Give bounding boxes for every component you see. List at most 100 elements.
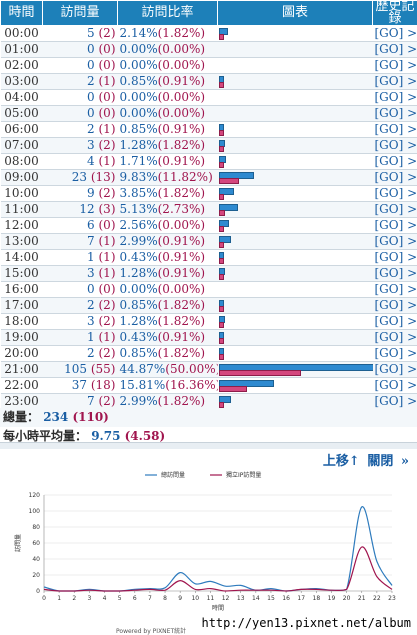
total-label: 總量： <box>3 410 40 424</box>
ratio-cell: 0.85%(1.82%) <box>117 345 218 362</box>
table-row: 16:000 (0)0.00%(0.00%)[GO] >> <box>0 281 417 298</box>
x-tick-label: 20 <box>343 595 351 602</box>
y-tick-label: 0 <box>36 588 40 595</box>
unique-visits-bar <box>218 178 240 184</box>
average-summary: 每小時平均量： 9.75 (4.58) <box>0 427 417 446</box>
hour-cell: 13:00 <box>0 233 43 250</box>
go-link[interactable]: [GO] >> <box>372 217 417 234</box>
table-row: 18:003 (2)1.28%(1.82%)[GO] >> <box>0 313 417 330</box>
total-ratio: 44.87% <box>119 362 166 376</box>
go-link[interactable]: [GO] >> <box>372 233 417 250</box>
unique-ratio: (0.00%) <box>157 218 206 232</box>
unique-visits: (2) <box>98 298 116 312</box>
unique-visits-bar <box>218 194 224 200</box>
unique-visits: (2) <box>98 186 116 200</box>
go-link[interactable]: [GO] >> <box>372 361 417 378</box>
hour-cell: 18:00 <box>0 313 43 330</box>
table-row: 05:000 (0)0.00%(0.00%)[GO] >> <box>0 105 417 122</box>
unique-visits: (1) <box>98 234 116 248</box>
unique-visits: (0) <box>98 218 116 232</box>
total-value: 234 <box>43 410 69 424</box>
x-tick-label: 15 <box>267 595 275 602</box>
total-ratio: 1.28% <box>119 266 158 280</box>
total-ratio: 2.99% <box>119 394 158 408</box>
x-tick-label: 5 <box>118 595 122 602</box>
hour-cell: 22:00 <box>0 377 43 394</box>
total-ratio: 0.85% <box>119 298 158 312</box>
section-divider <box>0 442 417 449</box>
series-line-unique <box>43 546 393 592</box>
hour-cell: 09:00 <box>0 169 43 186</box>
move-up-link[interactable]: 上移↑ <box>322 454 360 469</box>
visits-cell: 0 (0) <box>42 41 118 58</box>
visits-cell: 0 (0) <box>42 105 118 122</box>
unique-ratio: (1.82%) <box>157 298 206 312</box>
table-row: 19:001 (1)0.43%(0.91%)[GO] >> <box>0 329 417 346</box>
hour-cell: 00:00 <box>0 25 43 42</box>
table-row: 00:005 (2)2.14%(1.82%)[GO] >> <box>0 25 417 42</box>
go-link[interactable]: [GO] >> <box>372 329 417 346</box>
go-link[interactable]: [GO] >> <box>372 137 417 154</box>
unique-ratio: (1.82%) <box>157 394 206 408</box>
unique-visits: (55) <box>90 362 116 376</box>
go-link[interactable]: [GO] >> <box>372 73 417 90</box>
unique-visits: (2) <box>98 346 116 360</box>
hour-cell: 07:00 <box>0 137 43 154</box>
bar-cell <box>217 89 373 106</box>
series-line-total <box>43 506 393 592</box>
go-link[interactable]: [GO] >> <box>372 201 417 218</box>
total-visits: 3 <box>87 314 95 328</box>
visits-cell: 2 (1) <box>42 121 118 138</box>
visits-cell: 3 (1) <box>42 265 118 282</box>
unique-visits-bar <box>218 370 301 376</box>
ratio-cell: 2.99%(1.82%) <box>117 393 218 410</box>
close-link[interactable]: 關閉 <box>367 454 394 469</box>
bar-cell <box>217 361 373 378</box>
go-link[interactable]: [GO] >> <box>372 57 417 74</box>
go-link[interactable]: [GO] >> <box>372 297 417 314</box>
ratio-cell: 2.14%(1.82%) <box>117 25 218 42</box>
more-arrow-icon[interactable]: » <box>400 454 409 469</box>
unique-visits: (0) <box>98 58 116 72</box>
x-tick-label: 18 <box>313 595 321 602</box>
go-link[interactable]: [GO] >> <box>372 249 417 266</box>
x-tick-label: 4 <box>103 595 107 602</box>
go-link[interactable]: [GO] >> <box>372 25 417 42</box>
x-tick-label: 14 <box>252 595 260 602</box>
go-link[interactable]: [GO] >> <box>372 105 417 122</box>
chart-nav: 上移↑ 關閉 » <box>320 450 409 469</box>
visits-cell: 2 (1) <box>42 73 118 90</box>
go-link[interactable]: [GO] >> <box>372 377 417 394</box>
total-visits: 3 <box>87 138 95 152</box>
go-link[interactable]: [GO] >> <box>372 313 417 330</box>
average-value: 9.75 <box>91 429 121 443</box>
x-tick-label: 17 <box>297 595 305 602</box>
unique-ratio: (0.91%) <box>157 234 206 248</box>
total-visits: 4 <box>87 154 95 168</box>
unique-ratio: (1.82%) <box>157 138 206 152</box>
y-tick-label: 120 <box>29 492 41 499</box>
unique-visits: (0) <box>98 106 116 120</box>
go-link[interactable]: [GO] >> <box>372 345 417 362</box>
table-row: 17:002 (2)0.85%(1.82%)[GO] >> <box>0 297 417 314</box>
go-link[interactable]: [GO] >> <box>372 265 417 282</box>
visits-cell: 2 (2) <box>42 345 118 362</box>
go-link[interactable]: [GO] >> <box>372 169 417 186</box>
unique-visits-bar <box>218 258 224 264</box>
go-link[interactable]: [GO] >> <box>372 121 417 138</box>
bar-cell <box>217 105 373 122</box>
go-link[interactable]: [GO] >> <box>372 41 417 58</box>
go-link[interactable]: [GO] >> <box>372 89 417 106</box>
go-link[interactable]: [GO] >> <box>372 153 417 170</box>
go-link[interactable]: [GO] >> <box>372 393 417 410</box>
unique-visits-bar <box>218 338 224 344</box>
total-visits: 0 <box>87 90 95 104</box>
go-link[interactable]: [GO] >> <box>372 281 417 298</box>
total-ratio: 2.56% <box>119 218 158 232</box>
visits-cell: 2 (2) <box>42 297 118 314</box>
bar-cell <box>217 233 373 250</box>
go-link[interactable]: [GO] >> <box>372 185 417 202</box>
bar-cell <box>217 57 373 74</box>
